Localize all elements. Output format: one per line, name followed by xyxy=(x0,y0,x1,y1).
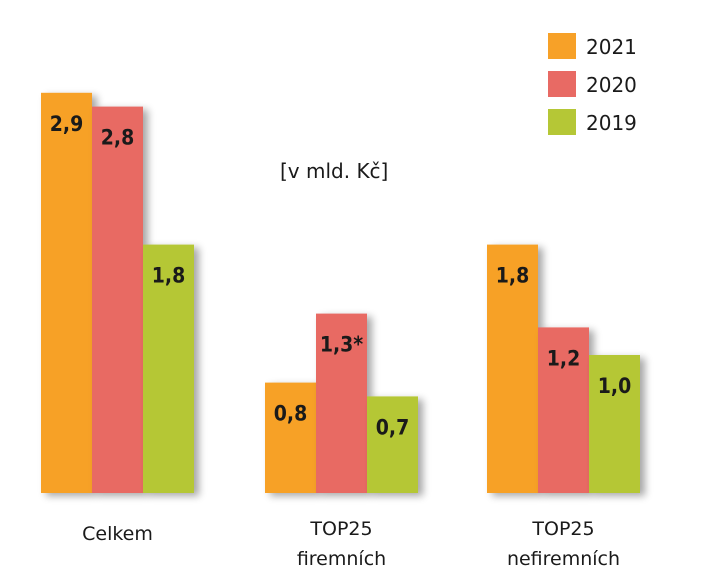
bar-2019-0 xyxy=(143,244,194,493)
bar-value-label: 1,2 xyxy=(547,346,580,370)
bar-value-label: 1,8 xyxy=(496,264,529,288)
bar-value-label: 2,9 xyxy=(50,112,83,136)
bar-value-label: 0,8 xyxy=(274,402,307,426)
category-label: firemních xyxy=(297,548,386,570)
category-label: TOP25 xyxy=(531,518,594,540)
category-label: nefiremních xyxy=(507,548,620,570)
bar-value-label: 0,7 xyxy=(376,415,409,439)
bar-2020-1 xyxy=(316,313,367,493)
legend: 2021 2020 2019 xyxy=(548,33,637,135)
unit-note: [v mld. Kč] xyxy=(280,159,388,183)
bar-2020-2 xyxy=(538,327,589,493)
category-label: Celkem xyxy=(82,523,153,545)
bar-value-label: 1,0 xyxy=(598,374,631,398)
bars-layer xyxy=(41,92,640,494)
bar-2021-2 xyxy=(487,244,538,493)
legend-swatch-2020 xyxy=(548,71,576,97)
category-labels-layer: Celkem TOP25 firemních TOP25 nefiremních xyxy=(82,518,620,570)
bar-value-label: 2,8 xyxy=(101,126,134,150)
legend-label-2021: 2021 xyxy=(586,35,637,59)
bar-2021-1 xyxy=(265,382,316,493)
legend-swatch-2019 xyxy=(548,109,576,135)
data-labels-layer: 2,9 2,8 1,8 0,8 1,3* 0,7 1,8 1,2 1,0 xyxy=(50,112,631,440)
bar-value-label: 1,8 xyxy=(152,264,185,288)
bar-value-label: 1,3* xyxy=(320,333,363,357)
bar-2019-1 xyxy=(367,396,418,493)
bar-2019-2 xyxy=(589,355,640,493)
legend-label-2020: 2020 xyxy=(586,73,637,97)
bar-2020-0 xyxy=(92,106,143,493)
legend-label-2019: 2019 xyxy=(586,111,637,135)
bar-2021-0 xyxy=(41,92,92,494)
category-label: TOP25 xyxy=(309,518,372,540)
legend-swatch-2021 xyxy=(548,33,576,59)
